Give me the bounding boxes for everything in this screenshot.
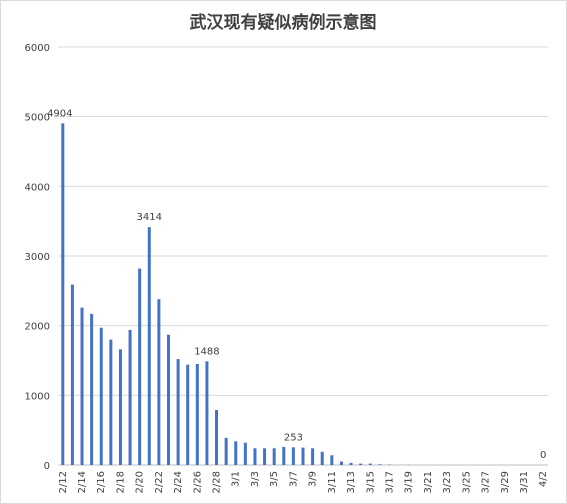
- x-tick-label: 2/26: [192, 471, 203, 493]
- bar-2/21: [147, 227, 151, 465]
- x-tick-label: 2/24: [173, 471, 184, 493]
- y-tick-label: 3000: [25, 252, 50, 263]
- bar-3/13: [349, 462, 353, 465]
- x-tick-label: 3/5: [269, 471, 280, 487]
- bar-2/12: [61, 123, 65, 465]
- x-tick-label: 3/27: [481, 471, 492, 493]
- data-label: 0: [540, 450, 546, 461]
- x-tick-label: 3/25: [461, 471, 472, 493]
- bar-3/3: [253, 448, 257, 465]
- x-tick-label: 3/3: [250, 471, 261, 487]
- bar-2/16: [99, 327, 103, 465]
- x-tick-label: 3/17: [384, 471, 395, 493]
- y-axis: 0 1000 2000 3000 4000 5000 6000: [25, 43, 50, 472]
- data-label: 1488: [194, 346, 219, 357]
- x-tick-label: 2/12: [58, 471, 69, 493]
- bar-3/5: [272, 448, 276, 465]
- bar-2/20: [138, 268, 142, 465]
- bar-3/16: [378, 464, 382, 465]
- bar-3/8: [301, 447, 305, 465]
- bar-2/26: [195, 363, 199, 465]
- bar-3/10: [320, 451, 324, 465]
- bar-2/27: [205, 361, 209, 465]
- bar-3/2: [243, 442, 247, 465]
- bar-3/1: [234, 441, 238, 465]
- y-tick-label: 1000: [25, 391, 50, 402]
- x-tick-label: 3/13: [346, 471, 357, 493]
- bar-2/28: [215, 409, 219, 465]
- bar-2/29: [224, 437, 228, 465]
- data-label: 253: [284, 432, 303, 443]
- x-tick-label: 3/21: [423, 471, 434, 493]
- bar-2/19: [128, 329, 132, 465]
- y-tick-label: 6000: [25, 43, 50, 54]
- y-tick-label: 5000: [25, 113, 50, 124]
- bar-2/25: [186, 364, 190, 465]
- data-label: 4904: [47, 108, 72, 119]
- x-tick-label: 3/23: [442, 471, 453, 493]
- x-tick-label: 3/15: [365, 471, 376, 493]
- bar-2/15: [90, 313, 94, 465]
- bar-2/22: [157, 299, 161, 465]
- x-tick-label: 2/22: [154, 471, 165, 493]
- bar-3/12: [339, 461, 343, 465]
- bar-2/17: [109, 339, 113, 465]
- x-axis: 2/12 2/14 2/16 2/18 2/20 2/22 2/24 2/26 2/28 3/1 3…: [58, 471, 549, 493]
- x-tick-label: 4/2: [538, 471, 549, 487]
- bar-2/18: [118, 349, 122, 465]
- bar-2/13: [70, 284, 74, 465]
- bar-3/6: [282, 446, 286, 465]
- bar-3/7: [291, 447, 295, 465]
- bar-3/11: [330, 455, 334, 465]
- y-tick-label: 2000: [25, 322, 50, 333]
- x-tick-label: 3/7: [288, 471, 299, 487]
- x-tick-label: 2/28: [212, 471, 223, 493]
- bar-3/9: [311, 448, 315, 465]
- x-tick-label: 2/18: [115, 471, 126, 493]
- bar-2/14: [80, 307, 84, 465]
- bar-3/15: [368, 463, 372, 465]
- x-tick-label: 3/11: [327, 471, 338, 493]
- x-tick-label: 2/20: [135, 471, 146, 493]
- chart-title: 武汉现有疑似病例示意图: [190, 12, 377, 33]
- y-tick-label: 4000: [25, 182, 50, 193]
- data-labels: 4904 3414 1488 253 0: [47, 108, 546, 461]
- bar-3/14: [359, 463, 363, 465]
- x-tick-label: 2/14: [77, 471, 88, 493]
- x-tick-label: 2/16: [96, 471, 107, 493]
- y-tick-label: 0: [44, 461, 50, 472]
- bar-3/4: [263, 448, 267, 465]
- bar-2/23: [166, 334, 170, 465]
- x-tick-label: 3/31: [519, 471, 530, 493]
- bar-series: [61, 123, 449, 465]
- x-tick-label: 3/9: [308, 471, 319, 487]
- data-label: 3414: [137, 212, 162, 223]
- x-tick-label: 3/19: [404, 471, 415, 493]
- bar-2/24: [176, 359, 180, 465]
- x-tick-label: 3/29: [500, 471, 511, 493]
- x-tick-label: 3/1: [231, 471, 242, 487]
